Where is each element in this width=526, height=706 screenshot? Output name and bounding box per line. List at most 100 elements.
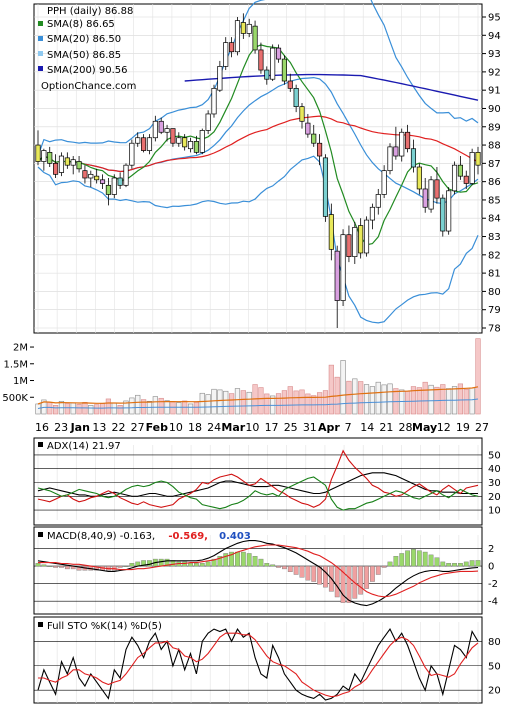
date-tick-label: 25 xyxy=(284,421,298,434)
macd-histogram-bar xyxy=(452,563,457,567)
candle-body xyxy=(305,122,311,135)
candle-body xyxy=(123,164,129,186)
candle-body xyxy=(446,190,452,232)
volume-bar xyxy=(199,392,205,415)
indicator-line-1 xyxy=(38,632,479,698)
volume-bar xyxy=(205,394,211,415)
adx-label: ADX(14) 21.97 xyxy=(47,441,121,452)
date-tick-label: 10 xyxy=(169,421,183,434)
volume-bar xyxy=(369,386,376,415)
volume-axis: 2M 1.5M 1M 500K xyxy=(2,343,34,404)
price-tick-label: 82 xyxy=(488,250,501,261)
indicator-line-0 xyxy=(37,628,479,701)
date-tick-label: May xyxy=(412,421,437,434)
indicator-tick-label: 30 xyxy=(488,478,501,489)
volume-bar xyxy=(88,404,94,415)
price-tick-label: 92 xyxy=(488,67,501,78)
date-tick-label: 7 xyxy=(345,421,352,434)
price-tick-label: 80 xyxy=(488,287,501,298)
volume-bar xyxy=(35,403,41,415)
volume-bar xyxy=(422,381,428,415)
volume-bar xyxy=(440,384,446,415)
volume-bar xyxy=(446,388,452,415)
candle-body xyxy=(422,188,428,208)
sma50-line xyxy=(37,115,479,173)
candle-body xyxy=(405,131,411,150)
candle-body xyxy=(322,157,329,217)
candle-body xyxy=(463,175,469,184)
candle-body xyxy=(440,197,446,232)
candle-body xyxy=(70,159,76,166)
macd-histogram-bar xyxy=(211,558,217,567)
date-tick-label: Mar xyxy=(221,421,245,434)
macd-histogram-bar xyxy=(246,553,252,567)
volume-bar xyxy=(293,390,299,415)
volume-bar xyxy=(52,404,59,415)
candle-body xyxy=(117,177,123,186)
macd-histogram-bar xyxy=(123,565,129,567)
volume-bar xyxy=(94,404,100,415)
volume-bar xyxy=(475,338,481,415)
candle-body xyxy=(135,137,141,144)
volume-bar xyxy=(299,389,305,415)
candle-body xyxy=(76,161,82,170)
candle-body xyxy=(399,131,405,157)
candle-body xyxy=(381,170,387,195)
macd-histogram-bar xyxy=(59,565,64,568)
volume-tick-label: 1M xyxy=(13,376,28,387)
adx-legend-swatch xyxy=(38,442,43,447)
candle-body xyxy=(311,133,317,144)
macd-axis: 2 0 -2 -4 xyxy=(488,544,498,608)
legend-swatch-sma20 xyxy=(38,36,43,41)
candle-body xyxy=(293,87,299,107)
price-tick-label: 84 xyxy=(488,214,501,225)
volume-bar xyxy=(428,384,434,415)
volume-short-average-line xyxy=(37,398,479,409)
indicator-tick-label: 2 xyxy=(488,544,494,555)
macd-label-value: MACD(8,40,9) -0.163, xyxy=(47,531,155,542)
candle-body xyxy=(352,227,358,258)
volume-bar xyxy=(170,401,176,415)
sma200-line xyxy=(184,73,479,101)
volume-bar xyxy=(117,404,123,415)
candle-body xyxy=(47,152,53,164)
candle-body xyxy=(229,42,235,53)
indicator-line-1 xyxy=(38,544,479,598)
candle-body xyxy=(287,80,293,89)
bollinger-lower-line xyxy=(37,155,479,324)
indicator-line-1 xyxy=(37,449,479,508)
price-tick-label: 78 xyxy=(488,324,501,335)
legend-swatch-sma50 xyxy=(38,51,43,56)
date-tick-label: 17 xyxy=(265,421,279,434)
candle-body xyxy=(211,87,217,115)
candle-body xyxy=(363,219,370,254)
candle-body xyxy=(170,128,176,144)
stochastic-lines xyxy=(37,628,479,701)
macd-histogram-bar xyxy=(35,563,41,567)
macd-histogram-bar xyxy=(463,561,469,567)
date-tick-label: 18 xyxy=(188,421,202,434)
date-tick-label: 13 xyxy=(92,421,106,434)
volume-bar xyxy=(281,390,288,415)
price-tick-label: 86 xyxy=(488,177,501,188)
macd-histogram-bar xyxy=(317,565,322,585)
candle-body xyxy=(451,164,458,192)
volume-bar xyxy=(340,360,346,415)
indicator-tick-label: -4 xyxy=(488,597,498,608)
candle-body xyxy=(176,137,182,144)
volume-bar xyxy=(211,388,217,415)
macd-histogram-bar xyxy=(94,565,100,571)
indicator-line-0 xyxy=(37,540,479,607)
candle-body xyxy=(205,113,211,131)
macd-histogram-bar xyxy=(282,565,287,570)
candle-body xyxy=(164,128,170,133)
candle-body xyxy=(199,130,205,153)
candle-body xyxy=(94,175,100,181)
candle-body xyxy=(146,137,153,151)
volume-bar xyxy=(217,389,223,415)
volume-bar xyxy=(258,387,264,415)
macd-histogram-bar xyxy=(346,565,352,603)
volume-bar xyxy=(375,381,381,415)
volume-bar xyxy=(287,386,293,415)
